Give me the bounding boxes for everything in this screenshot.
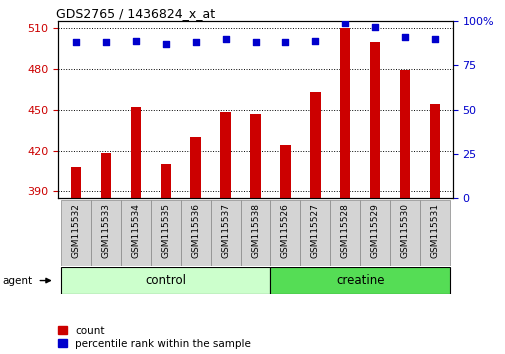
Bar: [270, 267, 449, 294]
Bar: [300, 200, 330, 266]
Text: GSM115535: GSM115535: [161, 203, 170, 258]
Point: [72, 40, 80, 45]
Legend: count, percentile rank within the sample: count, percentile rank within the sample: [58, 326, 250, 349]
Text: GSM115536: GSM115536: [191, 203, 200, 258]
Text: GSM115530: GSM115530: [400, 203, 409, 258]
Bar: [121, 200, 150, 266]
Bar: [399, 70, 410, 198]
Bar: [419, 200, 449, 266]
Point: [400, 34, 408, 40]
Bar: [429, 104, 439, 198]
Bar: [280, 145, 290, 198]
Bar: [250, 114, 260, 198]
Point: [251, 40, 259, 45]
Text: GSM115527: GSM115527: [310, 203, 319, 258]
Text: creatine: creatine: [335, 274, 384, 287]
Point: [102, 40, 110, 45]
Point: [340, 20, 348, 26]
Bar: [180, 200, 210, 266]
Text: GSM115532: GSM115532: [72, 203, 80, 258]
Point: [311, 38, 319, 44]
Bar: [150, 200, 180, 266]
Bar: [339, 28, 350, 198]
Bar: [369, 42, 380, 198]
Bar: [91, 200, 121, 266]
Bar: [61, 200, 91, 266]
Point: [162, 41, 170, 47]
Point: [191, 40, 199, 45]
Bar: [190, 137, 200, 198]
Point: [281, 40, 289, 45]
Point: [370, 24, 378, 29]
Text: GSM115534: GSM115534: [131, 203, 140, 258]
Point: [132, 38, 140, 44]
Text: GSM115537: GSM115537: [221, 203, 230, 258]
Bar: [330, 200, 360, 266]
Text: GDS2765 / 1436824_x_at: GDS2765 / 1436824_x_at: [56, 7, 215, 20]
Text: GSM115531: GSM115531: [430, 203, 438, 258]
Bar: [270, 200, 300, 266]
Text: GSM115533: GSM115533: [102, 203, 110, 258]
Bar: [360, 200, 389, 266]
Bar: [100, 153, 111, 198]
Text: control: control: [145, 274, 186, 287]
Bar: [71, 167, 81, 198]
Bar: [160, 164, 171, 198]
Text: GSM115538: GSM115538: [250, 203, 260, 258]
Bar: [240, 200, 270, 266]
Text: agent: agent: [3, 275, 33, 286]
Bar: [61, 267, 270, 294]
Bar: [130, 107, 141, 198]
Bar: [220, 113, 230, 198]
Bar: [210, 200, 240, 266]
Text: GSM115529: GSM115529: [370, 203, 379, 258]
Text: GSM115528: GSM115528: [340, 203, 349, 258]
Bar: [310, 92, 320, 198]
Bar: [389, 200, 419, 266]
Point: [221, 36, 229, 42]
Point: [430, 36, 438, 42]
Text: GSM115526: GSM115526: [280, 203, 289, 258]
